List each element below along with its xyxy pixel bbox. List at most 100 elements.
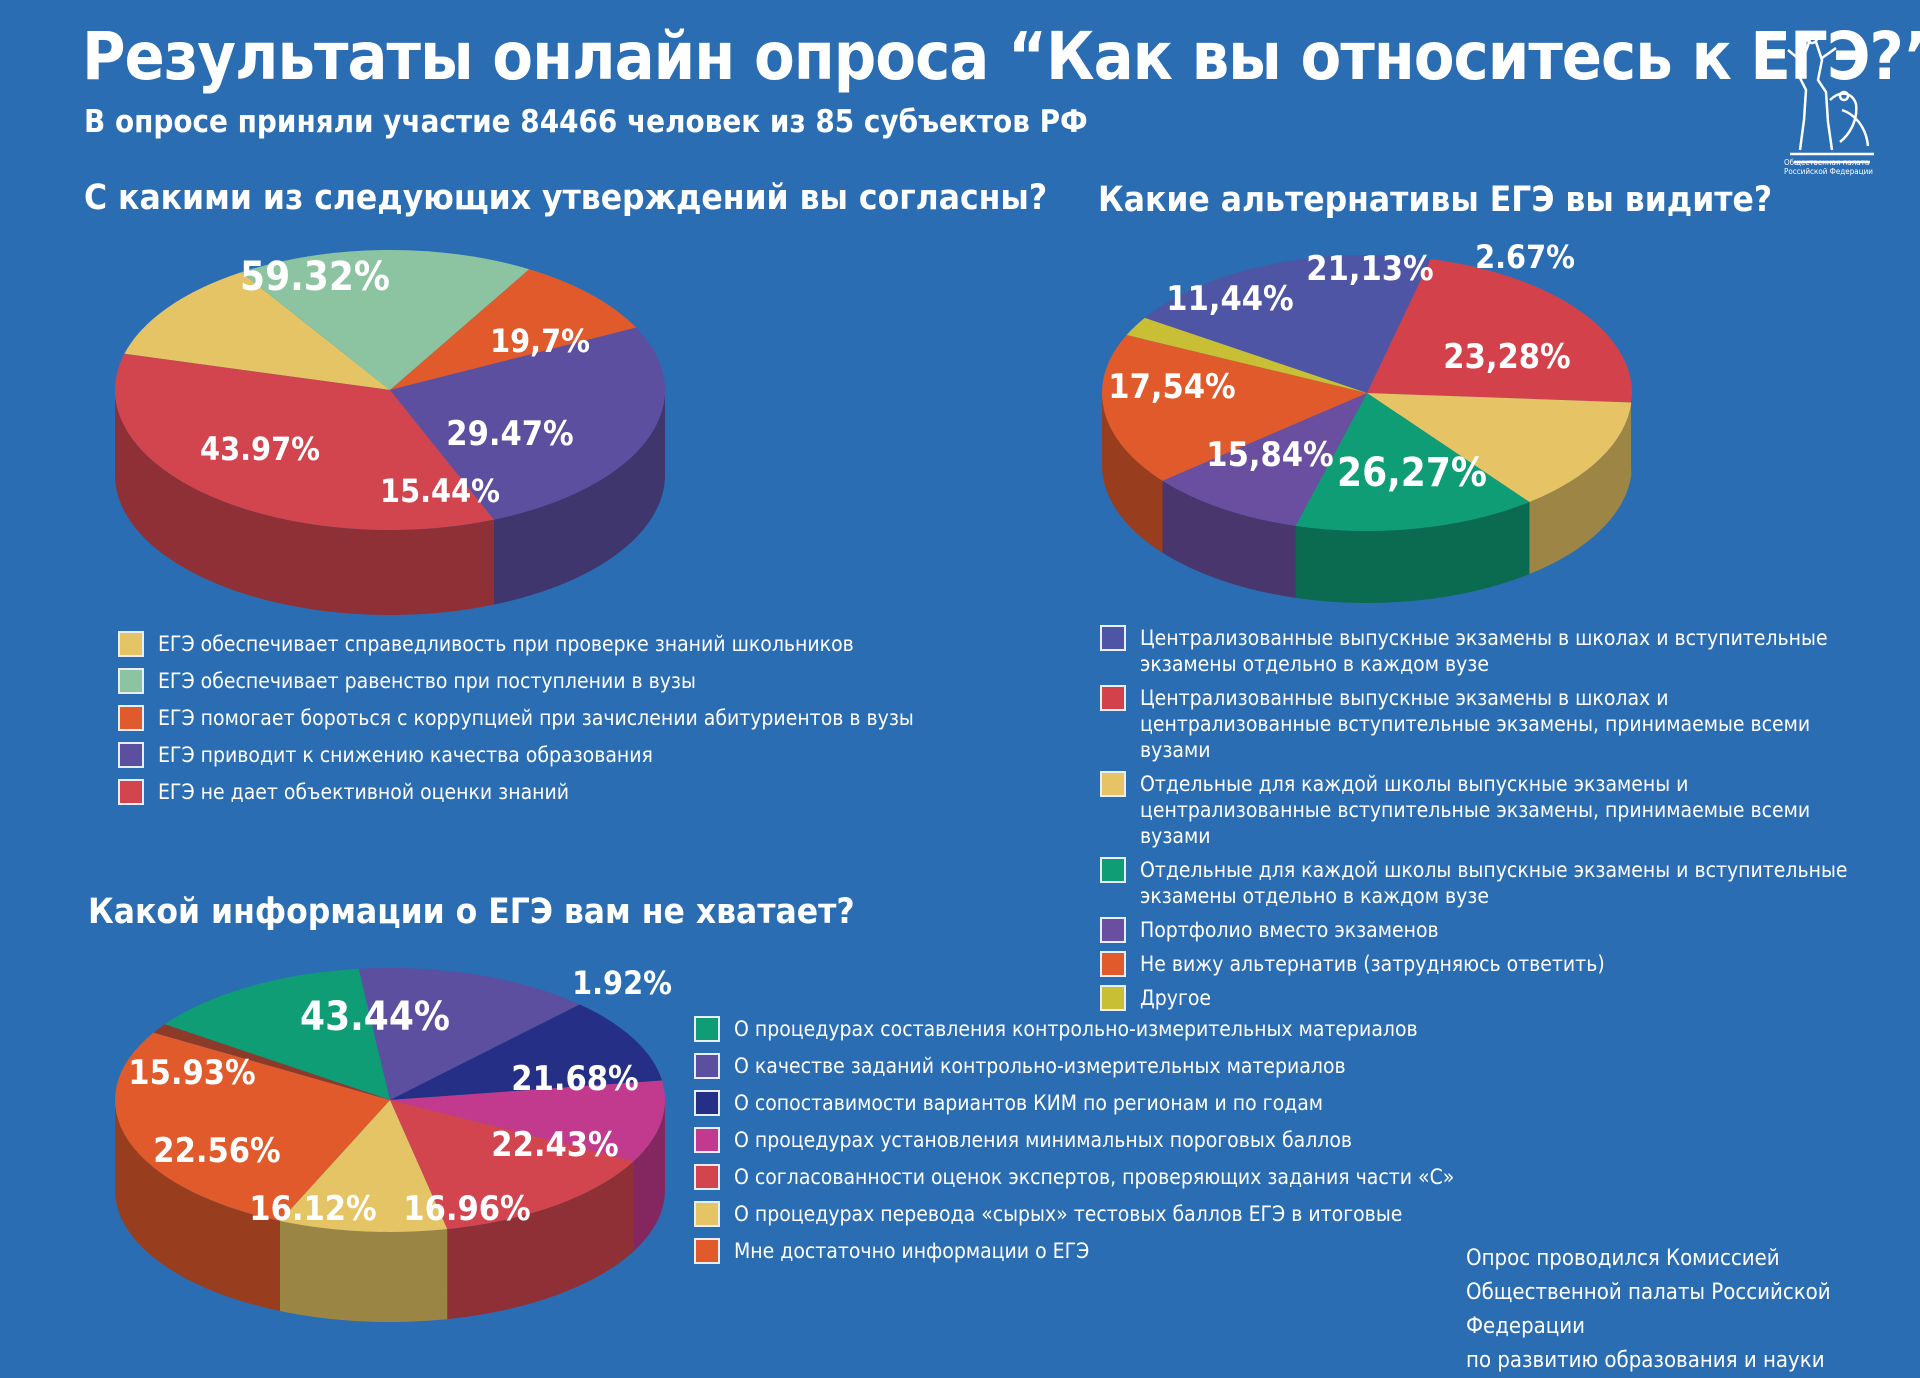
legend-item: ЕГЭ не дает объективной оценки знаний: [118, 779, 914, 805]
legend-swatch: [694, 1238, 720, 1264]
legend-item: ЕГЭ приводит к снижению качества образов…: [118, 742, 914, 768]
legend-swatch: [118, 779, 144, 805]
pie-slice: [114, 1032, 390, 1221]
legend-item: О качестве заданий контрольно-измеритель…: [694, 1053, 1454, 1079]
slice-value-label: 26,27%: [1337, 450, 1487, 496]
slice-value-label: 11,44%: [1166, 279, 1293, 319]
legend-label: Другое: [1140, 986, 1212, 1010]
legend-item: Портфолио вместо экзаменов: [1100, 917, 1860, 943]
legend-label: ЕГЭ не дает объективной оценки знаний: [158, 780, 570, 804]
legend-label: Отдельные для каждой школы выпускные экз…: [1140, 772, 1811, 848]
legend-item: О процедурах перевода «сырых» тестовых б…: [694, 1201, 1454, 1227]
legend-item: О сопоставимости вариантов КИМ по регион…: [694, 1090, 1454, 1116]
pie-slice: [1367, 259, 1632, 403]
pie-slice: [241, 250, 530, 390]
legend-swatch: [118, 742, 144, 768]
legend-swatch: [694, 1127, 720, 1153]
legend-item: Централизованные выпускные экзамены в шк…: [1100, 625, 1860, 677]
legend-swatch: [694, 1090, 720, 1116]
pie-slice-side: [633, 1100, 665, 1252]
legend-label: ЕГЭ обеспечивает справедливость при пров…: [158, 632, 854, 656]
pie-slice: [358, 968, 580, 1100]
slice-value-label: 16.12%: [249, 1189, 376, 1229]
pie-slice: [1295, 393, 1530, 531]
slice-value-label: 15,84%: [1206, 435, 1333, 475]
footer-note: Опрос проводился Комиссией Общественной …: [1466, 1242, 1920, 1378]
slice-value-label: 16.96%: [403, 1189, 530, 1229]
footer-line: Опрос проводился Комиссией: [1466, 1246, 1780, 1271]
page-title: Результаты онлайн опроса “Как вы относит…: [82, 18, 1920, 95]
legend-swatch: [1100, 771, 1126, 797]
legend-swatch: [1100, 985, 1126, 1011]
legend-item: О согласованности оценок экспертов, пров…: [694, 1164, 1454, 1190]
footer-line: по развитию образования и науки: [1466, 1348, 1825, 1373]
legend-label: О процедурах составления контрольно-изме…: [734, 1017, 1418, 1041]
pie-chart-agreement: 19,7% 29.47% 15.44% 43.97% 59.32%: [115, 250, 666, 615]
slice-value-label: 15.93%: [128, 1053, 255, 1093]
pie-slice-side: [1295, 502, 1530, 603]
legend-item: О процедурах установления минимальных по…: [694, 1127, 1454, 1153]
slice-value-label: 15.44%: [380, 472, 500, 510]
slice-value-label: 21,13%: [1306, 249, 1433, 289]
legend-label: Централизованные выпускные экзамены в шк…: [1140, 686, 1811, 762]
chart2-title: Какие альтернативы ЕГЭ вы видите?: [1098, 180, 1773, 220]
legend-label: О процедурах установления минимальных по…: [734, 1128, 1353, 1152]
pie-slice: [390, 1080, 665, 1162]
slice-value-label: 2.67%: [1475, 238, 1575, 276]
slice-value-label: 23,28%: [1443, 337, 1570, 377]
pie-slice-side: [279, 1220, 448, 1322]
slice-value-label: 21.68%: [511, 1059, 638, 1099]
legend-swatch: [1100, 685, 1126, 711]
pie-slice-side: [1529, 402, 1632, 575]
pie-slice: [124, 272, 391, 390]
page-subtitle: В опросе приняли участие 84466 человек и…: [84, 104, 1088, 140]
slice-value-label: 43.97%: [200, 430, 320, 468]
slice-value-label: 43.44%: [300, 994, 450, 1040]
logo-caption: Общественная палата Российской Федерации: [1784, 158, 1873, 176]
pie-chart-alternatives: 23,28% 26,27%15,84% 17,54% 11,44% 21,13% 2.67…: [1102, 238, 1632, 603]
legend-swatch: [694, 1201, 720, 1227]
chart1-title: С какими из следующих утверждений вы сог…: [84, 178, 1048, 218]
legend-swatch: [1100, 951, 1126, 977]
legend-swatch: [1100, 917, 1126, 943]
legend-label: Отдельные для каждой школы выпускные экз…: [1140, 858, 1848, 908]
legend-label: О качестве заданий контрольно-измеритель…: [734, 1054, 1346, 1078]
pie-slice: [390, 327, 666, 520]
pie-slice: [390, 1100, 634, 1230]
pie-slice: [1162, 393, 1367, 526]
legend-item: Мне достаточно информации о ЕГЭ: [694, 1238, 1454, 1264]
legend-item: ЕГЭ обеспечивает равенство при поступлен…: [118, 668, 914, 694]
pie-slice: [1144, 255, 1431, 393]
pie-slice-side: [1162, 480, 1296, 598]
legend-label: Централизованные выпускные экзамены в шк…: [1140, 626, 1828, 676]
slice-value-label: 17,54%: [1108, 367, 1235, 407]
pie-slice-side: [447, 1161, 634, 1320]
legend-swatch: [1100, 857, 1126, 883]
legend-label: Портфолио вместо экзаменов: [1140, 918, 1439, 942]
chart3-title: Какой информации о ЕГЭ вам не хватает?: [88, 892, 855, 932]
legend-item: Отдельные для каждой школы выпускные экз…: [1100, 857, 1860, 909]
legend-swatch: [694, 1164, 720, 1190]
legend-item: ЕГЭ обеспечивает справедливость при пров…: [118, 631, 914, 657]
legend-item: О процедурах составления контрольно-изме…: [694, 1016, 1454, 1042]
legend-missing-info: О процедурах составления контрольно-изме…: [694, 1016, 1454, 1275]
pie-slice: [115, 353, 494, 530]
monument-logo-icon: [1787, 31, 1874, 164]
legend-label: ЕГЭ приводит к снижению качества образов…: [158, 743, 653, 767]
legend-label: Не вижу альтернатив (затрудняюсь ответит…: [1140, 952, 1605, 976]
pie-slice: [390, 1004, 662, 1100]
pie-slice: [390, 269, 637, 390]
slice-value-label: 19,7%: [490, 322, 590, 360]
legend-swatch: [118, 631, 144, 657]
legend-swatch: [118, 668, 144, 694]
legend-item: Не вижу альтернатив (затрудняюсь ответит…: [1100, 951, 1860, 977]
legend-item: Отдельные для каждой школы выпускные экз…: [1100, 771, 1860, 849]
pie-slice: [164, 968, 390, 1100]
slice-value-label: 29.47%: [446, 414, 573, 454]
slice-value-label: 22.56%: [153, 1131, 280, 1171]
pie-slice: [153, 1024, 390, 1100]
legend-label: Мне достаточно информации о ЕГЭ: [734, 1239, 1090, 1263]
legend-swatch: [694, 1053, 720, 1079]
legend-label: ЕГЭ помогает бороться с коррупцией при з…: [158, 706, 914, 730]
pie-slice-side: [493, 390, 665, 605]
